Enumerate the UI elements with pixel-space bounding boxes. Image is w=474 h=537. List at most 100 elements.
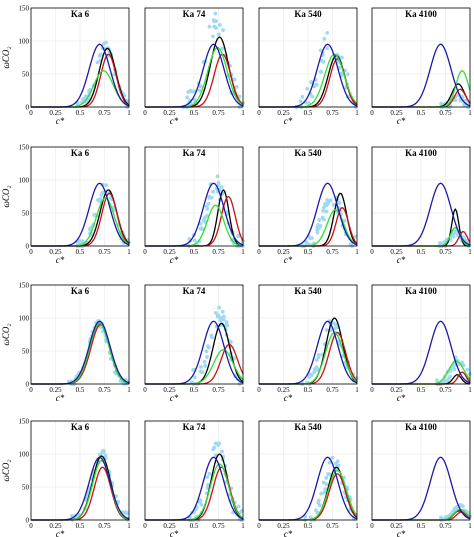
scatter-point — [316, 223, 321, 227]
panel-frame — [371, 7, 471, 108]
scatter-point — [345, 72, 350, 77]
x-tick-label: 0.5 — [76, 386, 85, 394]
x-tick-label: 0.25 — [390, 386, 403, 394]
scatter-point — [318, 48, 323, 53]
panel-title: Ka 74 — [183, 148, 206, 158]
scatter-point — [221, 314, 226, 319]
scatter-point — [197, 88, 202, 93]
scatter-point — [315, 230, 320, 235]
panel-r3c1: Ka 74 0 0.25 0.5 0.75 1 c* — [143, 420, 245, 537]
x-tick-label: 0.5 — [190, 248, 199, 256]
x-tick-label: 0.75 — [439, 522, 452, 530]
scatter-point — [123, 510, 128, 514]
panel-frame — [144, 284, 244, 385]
scatter-point — [322, 490, 327, 495]
x-tick-label: 0 — [29, 109, 33, 117]
panel-title: Ka 6 — [71, 148, 90, 158]
scatter-point — [324, 202, 329, 207]
scatter-point — [200, 370, 205, 375]
x-tick-label: 0.5 — [76, 248, 85, 256]
panel-r1c0: Ka 6 0 0.25 0.5 0.75 1 c* 0 50 100 150 ω̇CO₂ — [1, 144, 131, 266]
scatter-point — [218, 315, 223, 320]
panel-title: Ka 74 — [183, 286, 206, 296]
panel-title: Ka 540 — [294, 422, 322, 432]
scatter-point — [304, 100, 309, 105]
panel-r0c2: Ka 540 0 0.25 0.5 0.75 1 c* — [257, 7, 359, 126]
scatter-point — [310, 94, 315, 99]
scatter-point — [101, 450, 106, 455]
y-tick-label: 50 — [22, 71, 30, 79]
scatter-point — [317, 503, 322, 508]
panel-r2c2: Ka 540 0 0.25 0.5 0.75 1 c* — [257, 284, 359, 403]
x-axis-label: c* — [397, 116, 406, 126]
scatter-point — [214, 25, 218, 30]
scatter-point — [309, 515, 313, 520]
scatter-point — [199, 365, 203, 369]
scatter-point — [452, 367, 457, 372]
scatter-point — [224, 320, 229, 324]
x-axis-label: c* — [170, 393, 179, 403]
scatter-point — [324, 475, 329, 480]
x-tick-label: 0.75 — [326, 248, 339, 256]
panel-r2c0: Ka 6 0 0.25 0.5 0.75 1 c* 0 50 100 150 ω̇CO₂ — [1, 282, 131, 404]
x-axis-label: c* — [284, 116, 293, 126]
panel-frame — [30, 146, 130, 247]
x-tick-label: 0.75 — [326, 386, 339, 394]
scatter-point — [321, 60, 326, 64]
panel-r3c0: Ka 6 0 0.25 0.5 0.75 1 c* 0 50 100 150 ω̇CO₂ — [1, 418, 131, 537]
panel-title: Ka 6 — [71, 422, 90, 432]
scatter-series — [75, 40, 130, 109]
scatter-point — [211, 189, 216, 194]
panel-frame — [371, 146, 471, 247]
scatter-point — [324, 328, 329, 332]
x-tick-label: 0.5 — [76, 109, 85, 117]
x-axis-label: c* — [170, 116, 179, 126]
x-tick-label: 0.25 — [163, 386, 176, 394]
scatter-point — [216, 181, 221, 185]
scatter-point — [312, 370, 316, 375]
panel-frame — [258, 7, 358, 108]
panel-r3c3: Ka 4100 0 0.25 0.5 0.75 1 c* — [370, 420, 472, 537]
scatter-point — [205, 206, 210, 211]
scatter-point — [323, 487, 328, 492]
scatter-point — [321, 208, 326, 213]
x-tick-label: 1 — [241, 248, 245, 256]
scatter-point — [88, 226, 93, 231]
scatter-point — [206, 201, 211, 206]
x-tick-label: 1 — [127, 522, 131, 530]
scatter-point — [325, 46, 330, 51]
scatter-point — [319, 491, 324, 496]
scatter-point — [95, 60, 100, 65]
scatter-point — [445, 378, 450, 383]
x-tick-label: 0.75 — [98, 248, 111, 256]
y-tick-label: 50 — [22, 484, 30, 492]
scatter-point — [325, 30, 330, 35]
y-axis-label: ω̇CO₂ — [1, 186, 11, 208]
y-tick-label: 0 — [26, 517, 30, 525]
x-tick-label: 0 — [257, 386, 261, 394]
x-tick-label: 0.25 — [277, 522, 290, 530]
scatter-series — [181, 11, 245, 109]
scatter-point — [234, 85, 239, 89]
scatter-point — [327, 460, 332, 465]
panel-title: Ka 540 — [294, 148, 322, 158]
x-tick-label: 0.25 — [390, 109, 403, 117]
x-tick-label: 0.25 — [163, 248, 176, 256]
scatter-point — [192, 238, 197, 243]
y-tick-label: 50 — [22, 210, 30, 218]
x-axis-label: c* — [284, 393, 293, 403]
x-tick-label: 0.75 — [326, 522, 339, 530]
x-tick-label: 1 — [355, 109, 359, 117]
scatter-point — [435, 378, 439, 383]
scatter-point — [465, 367, 470, 372]
y-tick-label: 0 — [26, 381, 30, 389]
scatter-point — [96, 198, 100, 202]
scatter-point — [206, 344, 210, 349]
scatter-point — [212, 445, 217, 450]
x-tick-label: 0 — [370, 522, 374, 530]
scatter-point — [205, 355, 209, 359]
x-tick-label: 0.75 — [439, 386, 452, 394]
x-tick-label: 0.75 — [98, 109, 111, 117]
scatter-point — [314, 82, 319, 87]
x-axis-label: c* — [56, 255, 65, 265]
